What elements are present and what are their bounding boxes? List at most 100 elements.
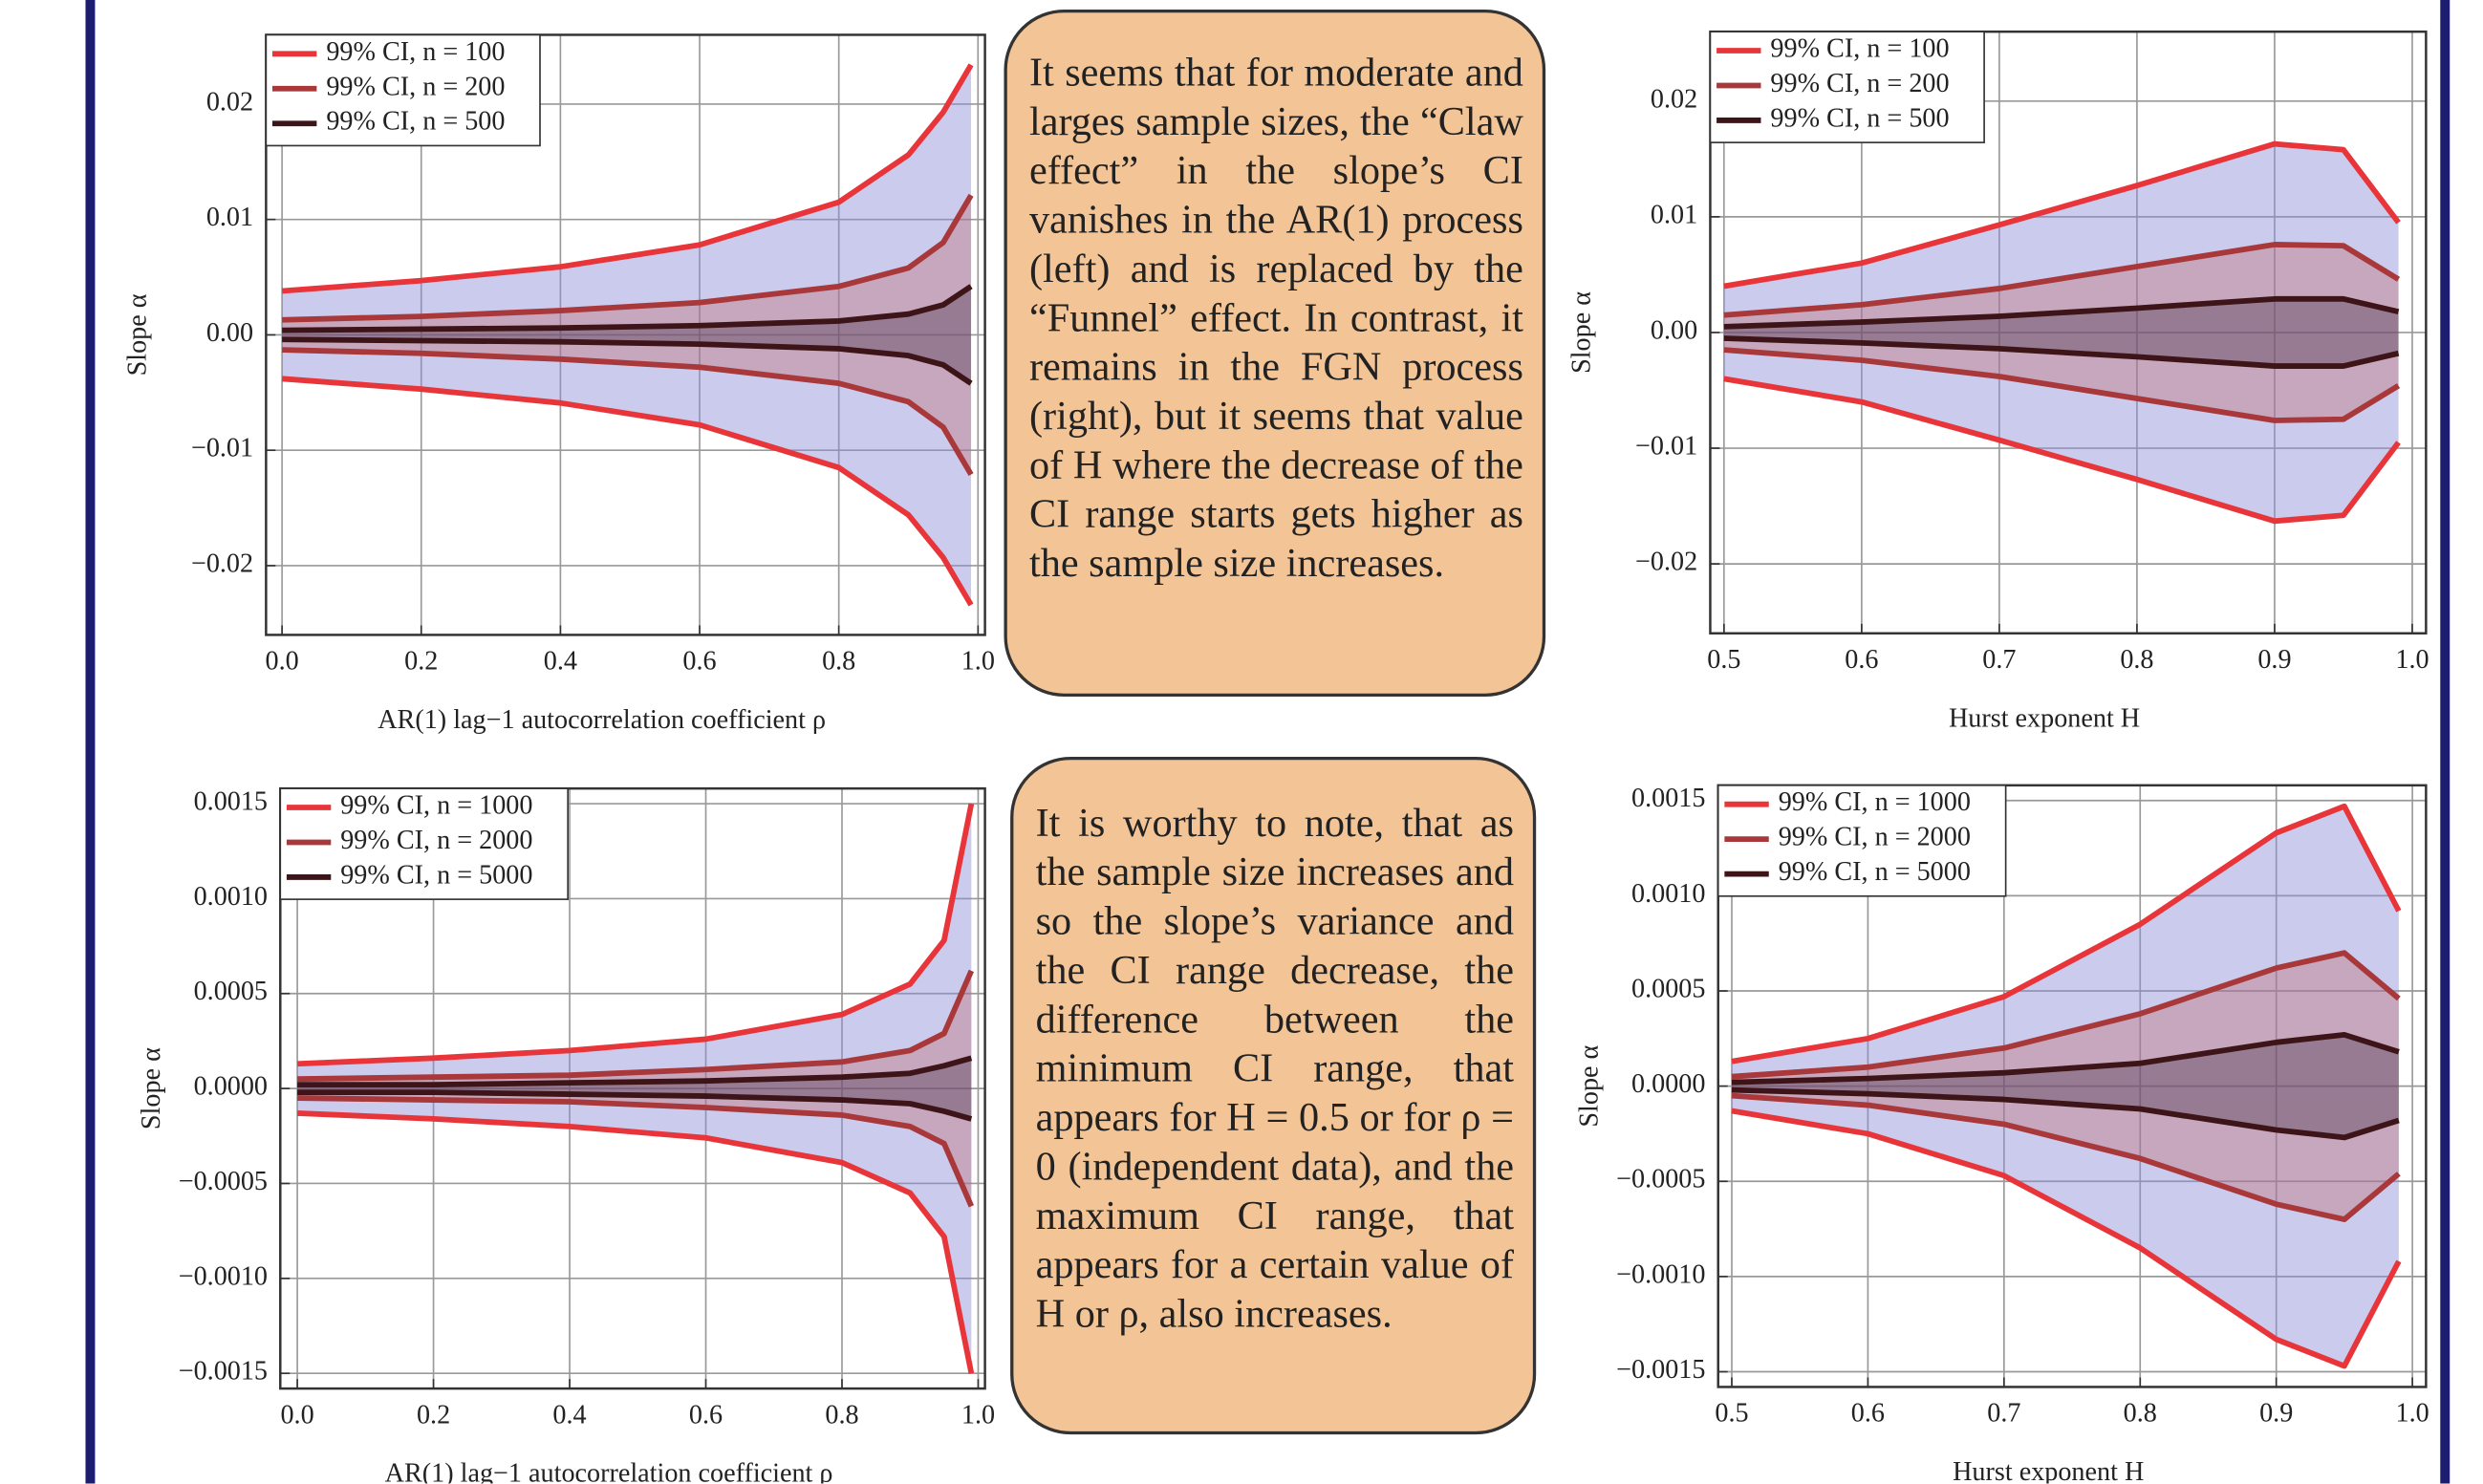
ci-line — [1723, 376, 2401, 525]
y-tick-label: 0.0010 — [194, 882, 268, 912]
plot-area — [296, 803, 975, 1374]
y-tick-label: 0.0015 — [1631, 784, 1705, 813]
plot-frame — [1709, 30, 2428, 635]
y-tick-label: −0.0015 — [179, 1357, 268, 1387]
ci-band — [1731, 1034, 2399, 1138]
y-tick-label: −0.02 — [1635, 548, 1697, 577]
x-tick-label: 0.0 — [266, 647, 299, 677]
x-tick-label: 1.0 — [961, 647, 995, 677]
plot-area — [281, 63, 974, 607]
y-tick-label: −0.01 — [191, 434, 253, 463]
y-tick-label: 0.0005 — [1631, 974, 1705, 1003]
text-box: It is worthy to note, that as the sample… — [1010, 756, 1537, 1435]
legend-label: 99% CI, n = 100 — [1770, 33, 1949, 63]
x-axis-label: Hurst exponent H — [1953, 1457, 2144, 1483]
ci-band — [297, 970, 972, 1207]
x-tick-label: 0.9 — [2257, 645, 2291, 675]
x-tick-label: 0.5 — [1707, 645, 1740, 675]
x-tick-label: 0.6 — [689, 1400, 723, 1430]
ci-line — [297, 1095, 975, 1208]
x-axis-label: AR(1) lag−1 autocorrelation coefficient … — [385, 1459, 833, 1484]
ci-band — [297, 804, 972, 1374]
legend-label: 99% CI, n = 500 — [1770, 103, 1949, 133]
x-tick-label: 0.2 — [404, 647, 438, 677]
ci-line — [1731, 1031, 2400, 1086]
ci-band — [282, 286, 972, 384]
x-tick-label: 0.6 — [1845, 645, 1878, 675]
ci-band — [1723, 143, 2399, 522]
legend-label: 99% CI, n = 1000 — [1779, 787, 1971, 817]
ci-band — [1731, 953, 2399, 1220]
y-tick-label: 0.0005 — [194, 977, 268, 1006]
y-tick-label: 0.02 — [1651, 84, 1697, 114]
ci-line — [296, 1110, 975, 1374]
y-tick-label: 0.0010 — [1631, 879, 1705, 909]
ci-line — [296, 803, 975, 1067]
x-axis-label: Hurst exponent H — [1949, 703, 2140, 733]
plot-area — [1731, 803, 2402, 1369]
y-tick-label: 0.0015 — [194, 787, 268, 817]
text-box: It seems that for moderate and larges sa… — [1004, 9, 1546, 698]
x-tick-label: 0.4 — [552, 1400, 586, 1430]
ci-band — [282, 195, 972, 475]
y-tick-label: −0.01 — [1635, 431, 1697, 461]
legend-label: 99% CI, n = 2000 — [340, 826, 532, 855]
ci-line — [282, 336, 973, 386]
y-tick-label: 0.00 — [1651, 315, 1697, 345]
ci-line — [282, 193, 974, 323]
x-axis-label: AR(1) lag−1 autocorrelation coefficient … — [378, 705, 826, 735]
legend-label: 99% CI, n = 1000 — [340, 790, 532, 820]
legend-label: 99% CI, n = 200 — [326, 72, 505, 101]
y-axis-label: Slope α — [1575, 1044, 1605, 1127]
legend-label: 99% CI, n = 2000 — [1779, 823, 1971, 852]
ci-band — [1731, 806, 2399, 1366]
y-tick-label: −0.02 — [191, 548, 253, 578]
plot-frame — [1717, 784, 2428, 1388]
y-tick-label: 0.0000 — [1631, 1069, 1705, 1099]
ci-line — [1731, 1092, 2401, 1223]
x-tick-label: 0.8 — [2120, 645, 2153, 675]
x-tick-label: 0.4 — [544, 647, 577, 677]
y-tick-label: −0.0005 — [1616, 1165, 1705, 1194]
x-tick-label: 0.2 — [417, 1400, 450, 1430]
ci-band — [1723, 298, 2399, 367]
slide-border — [85, 0, 96, 1484]
ci-line — [1723, 140, 2401, 290]
ci-band — [1723, 244, 2399, 420]
x-tick-label: 1.0 — [2396, 1399, 2429, 1429]
ci-line — [1723, 242, 2401, 318]
ci-line — [282, 347, 974, 477]
ci-line — [1731, 1086, 2400, 1141]
y-tick-label: 0.01 — [1651, 200, 1697, 229]
x-tick-label: 1.0 — [961, 1400, 995, 1430]
y-tick-label: −0.0010 — [179, 1261, 268, 1291]
y-tick-label: −0.0010 — [1616, 1259, 1705, 1289]
y-tick-label: −0.0015 — [1616, 1355, 1705, 1385]
plot-frame — [279, 786, 986, 1390]
ci-line — [281, 376, 974, 607]
legend-label: 99% CI, n = 200 — [1770, 69, 1949, 98]
y-axis-label: Slope α — [137, 1047, 166, 1129]
legend-label: 99% CI, n = 5000 — [1779, 857, 1971, 887]
legend-label: 99% CI, n = 100 — [326, 37, 505, 67]
x-tick-label: 0.8 — [825, 1400, 858, 1430]
y-axis-label: Slope α — [122, 293, 152, 376]
ci-line — [282, 284, 973, 333]
ci-line — [297, 1089, 973, 1122]
x-tick-label: 0.8 — [822, 647, 855, 677]
ci-line — [1731, 950, 2401, 1080]
y-tick-label: −0.0005 — [179, 1167, 268, 1196]
ci-line — [1723, 335, 2400, 369]
x-tick-label: 0.7 — [1987, 1399, 2020, 1429]
x-tick-label: 0.5 — [1715, 1399, 1748, 1429]
legend-label: 99% CI, n = 500 — [326, 107, 505, 137]
x-tick-label: 0.9 — [2259, 1399, 2293, 1429]
ci-line — [1731, 1108, 2402, 1369]
y-tick-label: 0.02 — [206, 87, 253, 117]
plot-frame — [265, 33, 986, 636]
y-tick-label: 0.01 — [206, 203, 253, 232]
y-axis-label: Slope α — [1566, 291, 1596, 374]
ci-band — [297, 1058, 972, 1119]
x-tick-label: 0.7 — [1982, 645, 2016, 675]
